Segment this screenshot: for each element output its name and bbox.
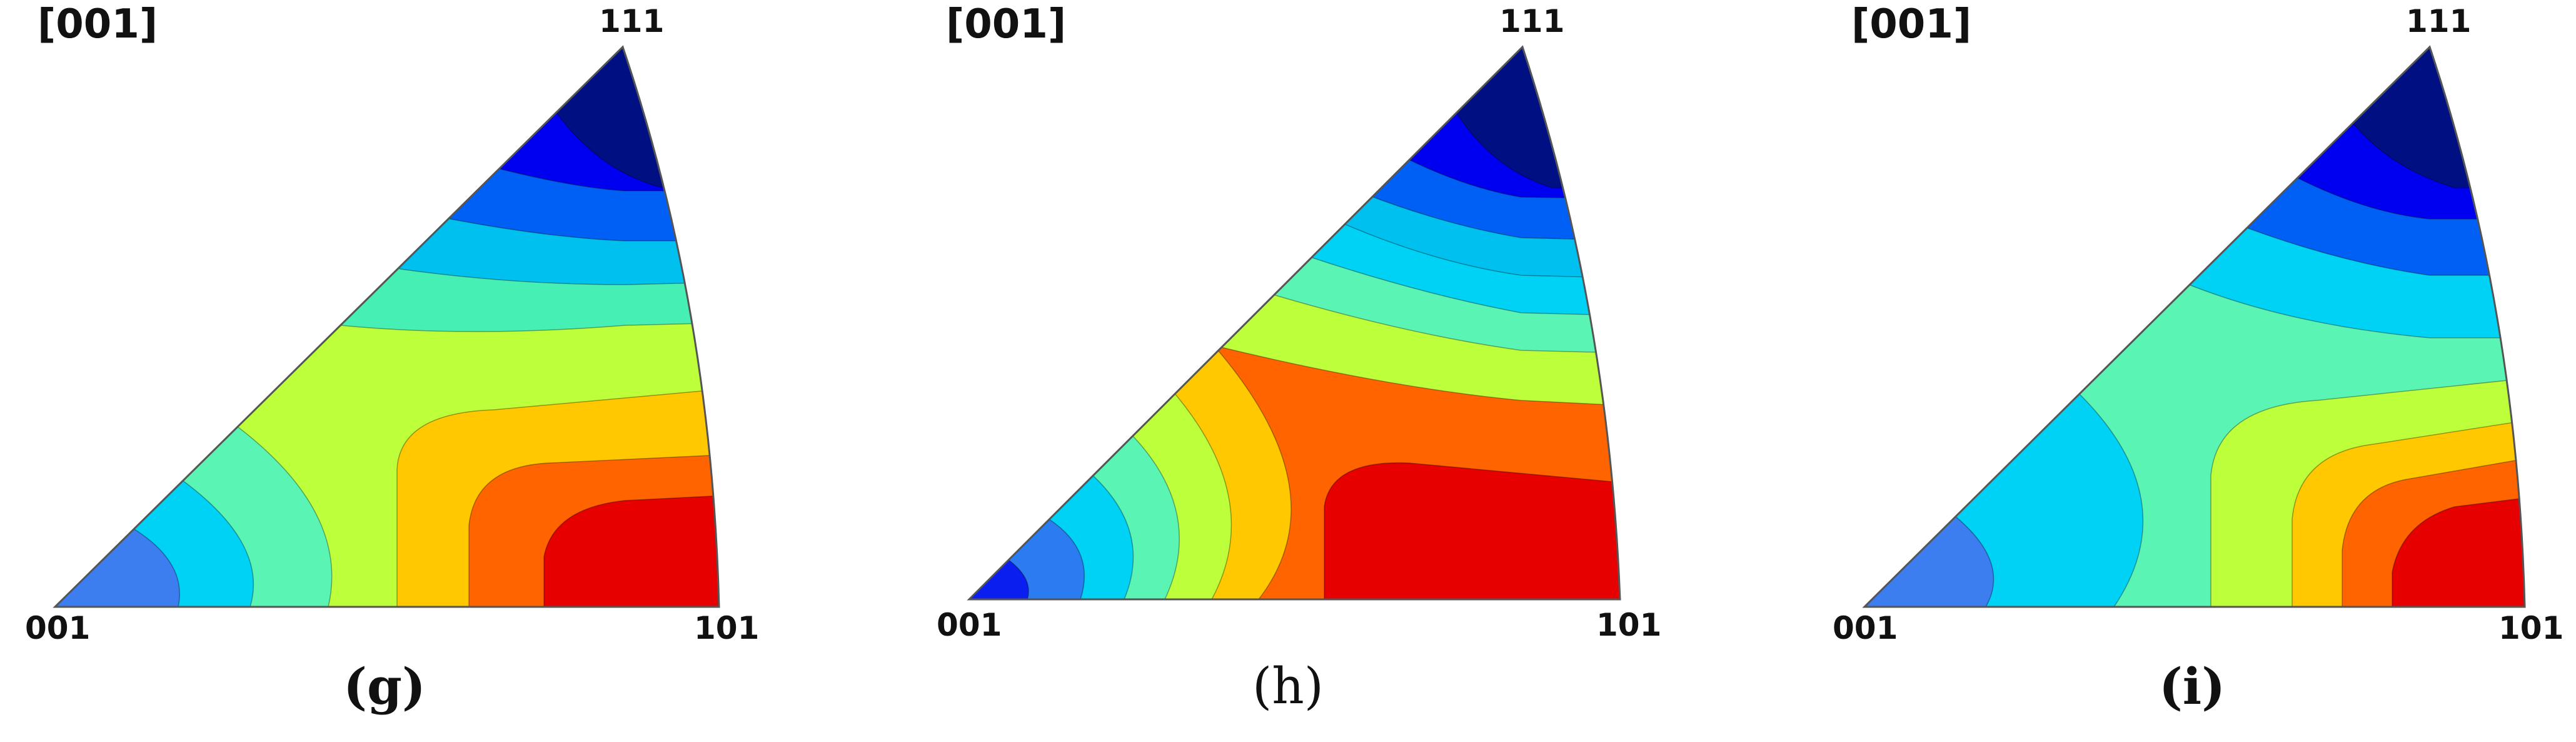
panel-caption: (i)	[2117, 657, 2267, 716]
direction-label: [001]	[1851, 1, 1971, 48]
panel-caption: (g)	[309, 657, 460, 716]
vertex-label-101: 101	[694, 610, 759, 646]
vertex-label-111: 111	[599, 3, 664, 39]
panel-caption: (h)	[1213, 657, 1363, 715]
vertex-label-101: 101	[2498, 610, 2563, 646]
vertex-label-001: 001	[25, 610, 90, 646]
vertex-label-001: 001	[937, 607, 1002, 643]
vertex-label-111: 111	[2406, 3, 2471, 39]
vertex-label-111: 111	[1499, 3, 1564, 39]
vertex-label-101: 101	[1596, 607, 1661, 643]
pole-figure-panel-i: [001] 111 001 101 (i)	[1717, 0, 2575, 742]
contour-region	[1324, 463, 1646, 626]
vertex-label-001: 001	[1833, 610, 1898, 646]
pole-figure-panel-g: [001] 111 001 101 (g)	[0, 0, 858, 742]
direction-label: [001]	[946, 1, 1066, 48]
pole-figure-panel-h: [001] 111 001 101 (h)	[858, 0, 1717, 742]
direction-label: [001]	[38, 1, 158, 48]
